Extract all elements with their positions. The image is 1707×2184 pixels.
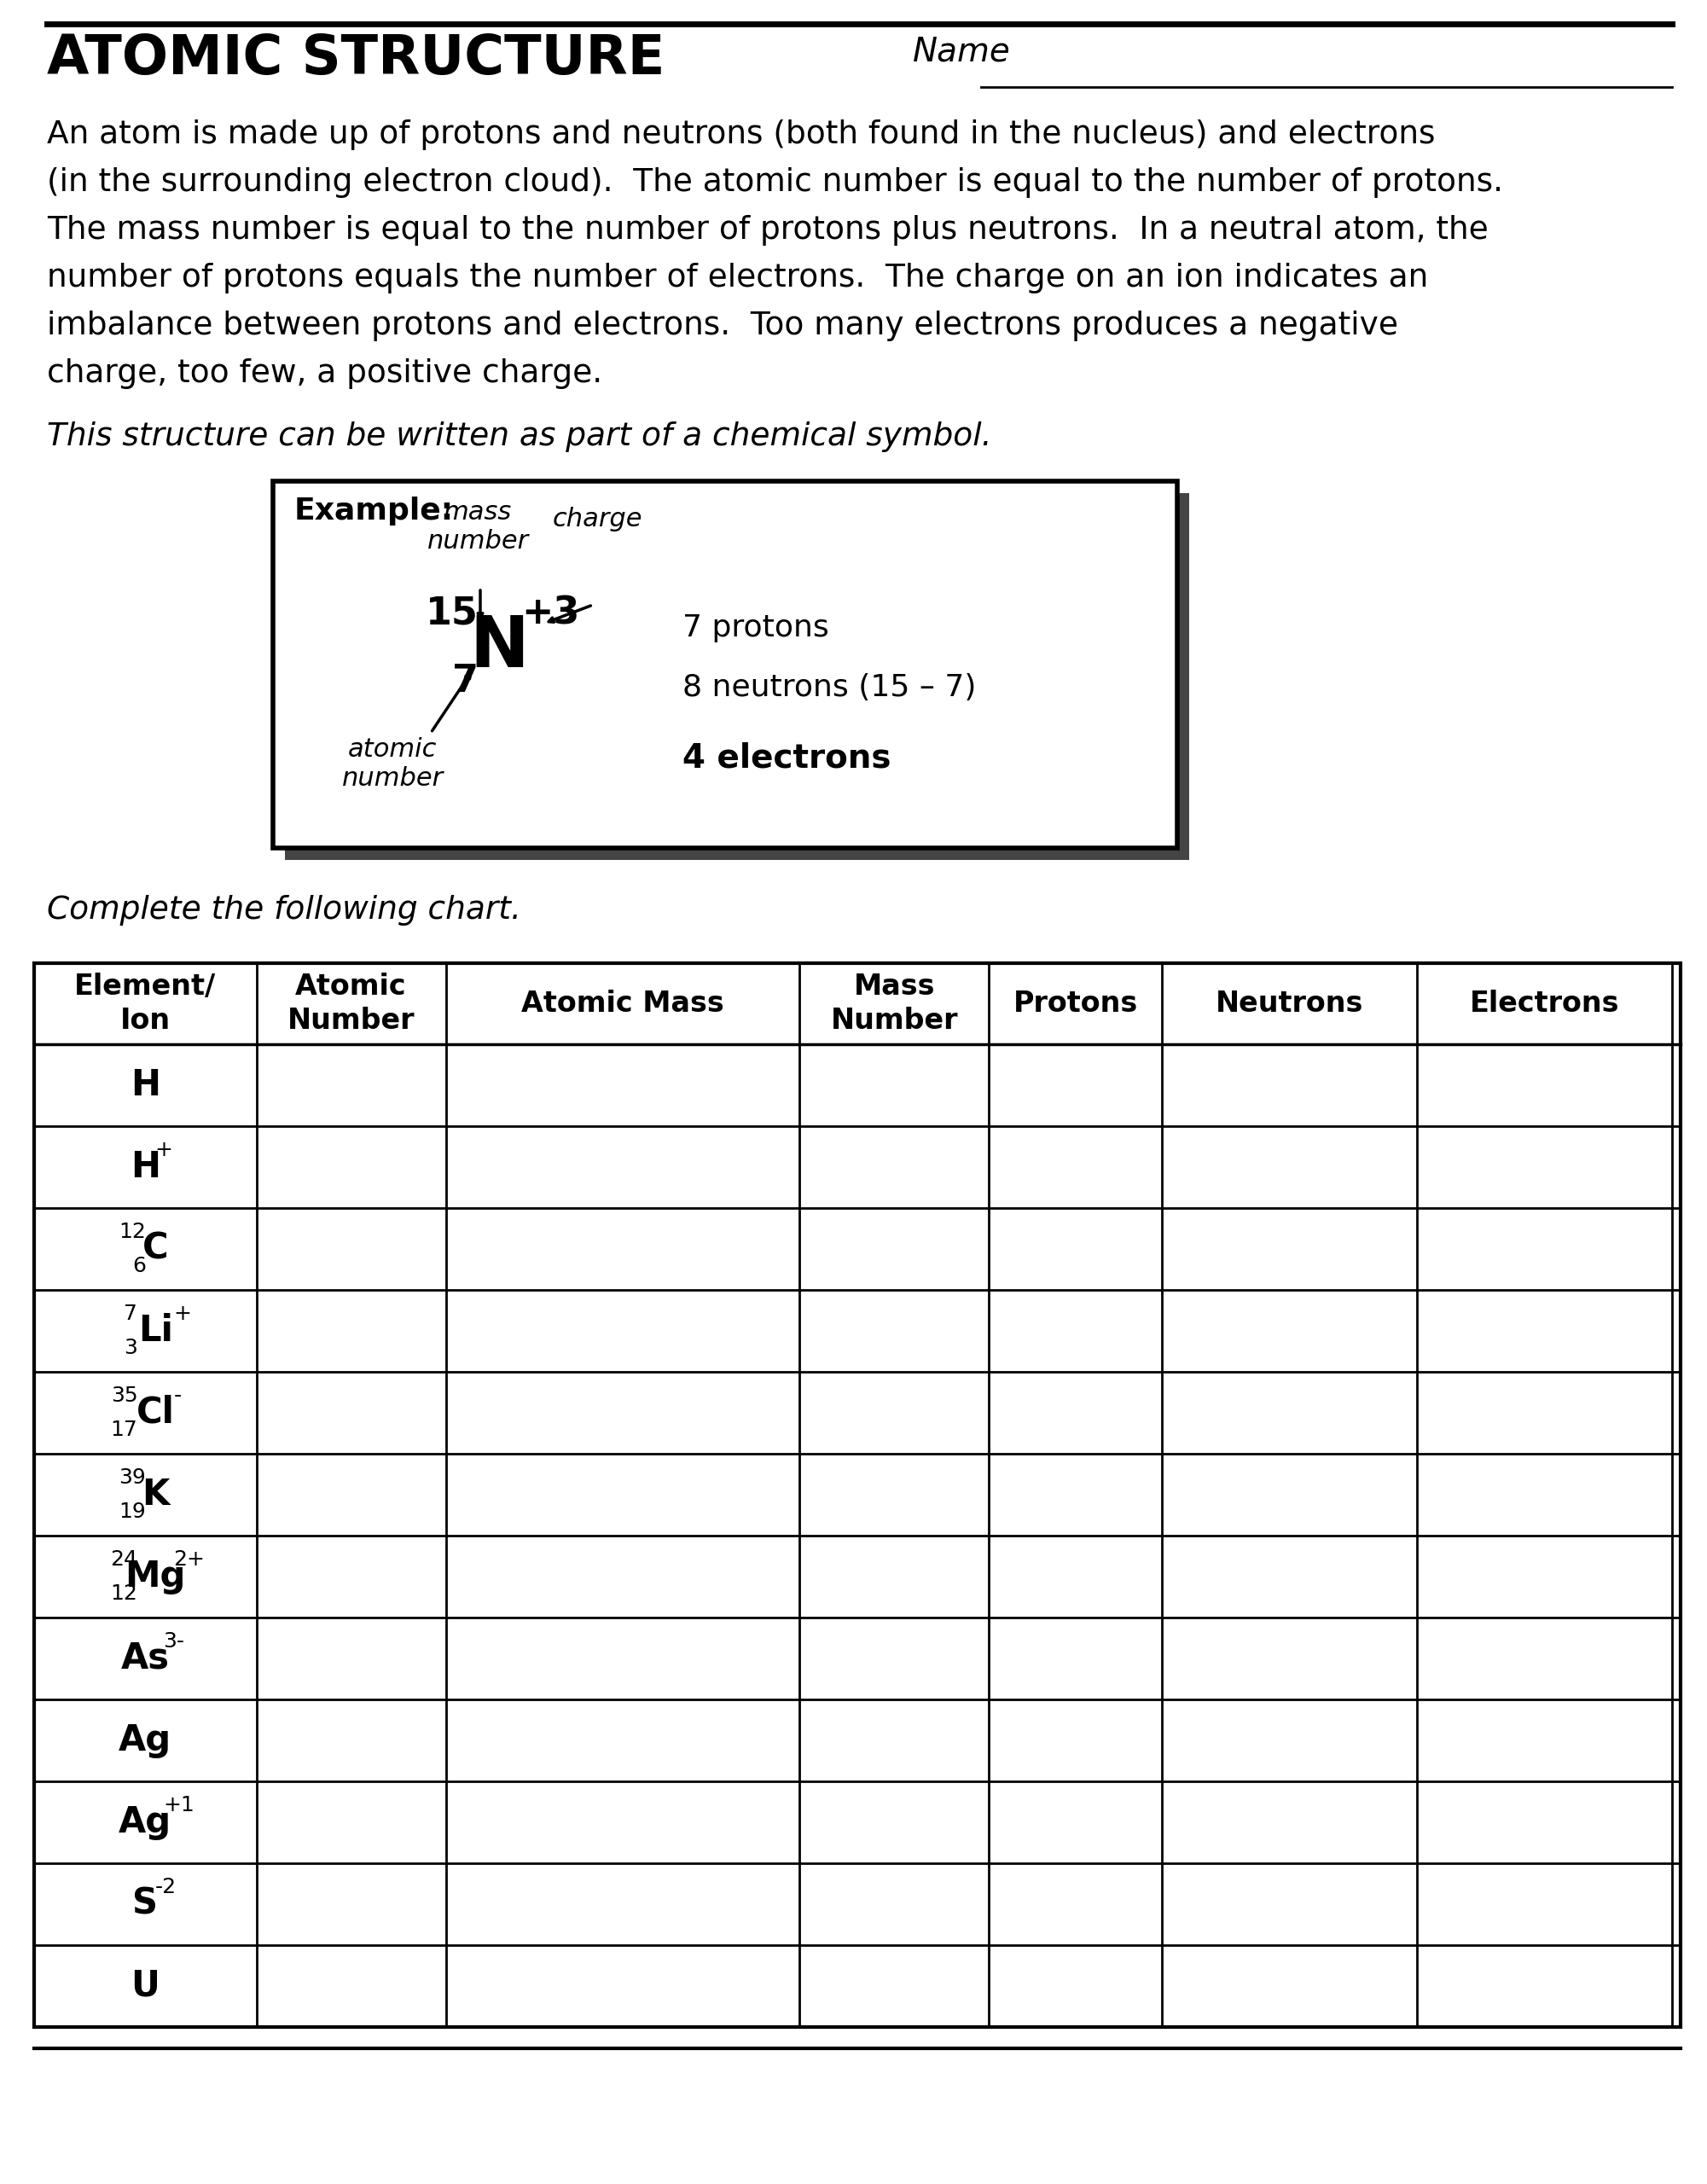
- Text: mass
number: mass number: [427, 500, 529, 553]
- Text: atomic
number: atomic number: [341, 736, 444, 791]
- Text: As: As: [121, 1640, 169, 1677]
- Text: Cl: Cl: [137, 1396, 174, 1431]
- Text: ATOMIC STRUCTURE: ATOMIC STRUCTURE: [46, 33, 664, 85]
- Text: 19: 19: [118, 1503, 145, 1522]
- Text: Name: Name: [913, 35, 1011, 68]
- Text: Mass
Number: Mass Number: [831, 972, 958, 1035]
- Text: C: C: [142, 1232, 169, 1267]
- Text: Neutrons: Neutrons: [1215, 989, 1364, 1018]
- Text: +: +: [174, 1304, 191, 1324]
- Text: 2+: 2+: [174, 1548, 205, 1570]
- Text: charge: charge: [551, 507, 642, 531]
- Text: H: H: [130, 1149, 160, 1186]
- Text: 7: 7: [125, 1304, 138, 1324]
- Text: 3-: 3-: [164, 1631, 184, 1651]
- Text: +3: +3: [521, 596, 579, 631]
- Text: 39: 39: [118, 1468, 145, 1487]
- Text: An atom is made up of protons and neutrons (both found in the nucleus) and elect: An atom is made up of protons and neutro…: [46, 120, 1436, 151]
- Text: number of protons equals the number of electrons.  The charge on an ion indicate: number of protons equals the number of e…: [46, 262, 1429, 293]
- Text: 6: 6: [131, 1256, 145, 1275]
- Text: 3: 3: [125, 1337, 138, 1358]
- Text: Complete the following chart.: Complete the following chart.: [46, 895, 521, 926]
- Text: Atomic Mass: Atomic Mass: [521, 989, 724, 1018]
- Bar: [273, 480, 1178, 847]
- Text: Element/
Ion: Element/ Ion: [75, 972, 217, 1035]
- Text: The mass number is equal to the number of protons plus neutrons.  In a neutral a: The mass number is equal to the number o…: [46, 214, 1489, 245]
- Text: Electrons: Electrons: [1470, 989, 1620, 1018]
- Text: +: +: [155, 1140, 172, 1160]
- Text: Mg: Mg: [125, 1559, 186, 1594]
- Text: 4 electrons: 4 electrons: [683, 740, 891, 773]
- Text: 7: 7: [452, 664, 478, 699]
- Text: +1: +1: [164, 1795, 195, 1815]
- Text: 24: 24: [111, 1548, 138, 1570]
- Text: 12: 12: [118, 1221, 145, 1243]
- Text: Li: Li: [138, 1313, 172, 1350]
- Text: -: -: [174, 1385, 181, 1406]
- Text: This structure can be written as part of a chemical symbol.: This structure can be written as part of…: [46, 422, 992, 452]
- Text: Protons: Protons: [1014, 989, 1139, 1018]
- Text: 12: 12: [111, 1583, 138, 1603]
- Bar: [285, 494, 1190, 860]
- Text: Ag: Ag: [119, 1804, 172, 1841]
- Text: Ag: Ag: [119, 1723, 172, 1758]
- Text: imbalance between protons and electrons.  Too many electrons produces a negative: imbalance between protons and electrons.…: [46, 310, 1398, 341]
- Text: 15: 15: [425, 596, 478, 631]
- Text: Atomic
Number: Atomic Number: [287, 972, 415, 1035]
- Text: charge, too few, a positive charge.: charge, too few, a positive charge.: [46, 358, 603, 389]
- Text: (in the surrounding electron cloud).  The atomic number is equal to the number o: (in the surrounding electron cloud). The…: [46, 168, 1504, 199]
- Text: Example:: Example:: [294, 496, 454, 526]
- Text: S: S: [133, 1887, 159, 1922]
- Text: K: K: [142, 1476, 169, 1514]
- Text: 7 protons: 7 protons: [683, 614, 830, 642]
- Text: N: N: [469, 614, 529, 681]
- Bar: [34, 963, 1681, 2027]
- Text: H: H: [130, 1068, 160, 1103]
- Text: 8 neutrons (15 – 7): 8 neutrons (15 – 7): [683, 673, 976, 701]
- Text: -2: -2: [155, 1876, 176, 1898]
- Text: 17: 17: [111, 1420, 138, 1439]
- Text: 35: 35: [111, 1385, 138, 1406]
- Text: U: U: [131, 1968, 160, 2005]
